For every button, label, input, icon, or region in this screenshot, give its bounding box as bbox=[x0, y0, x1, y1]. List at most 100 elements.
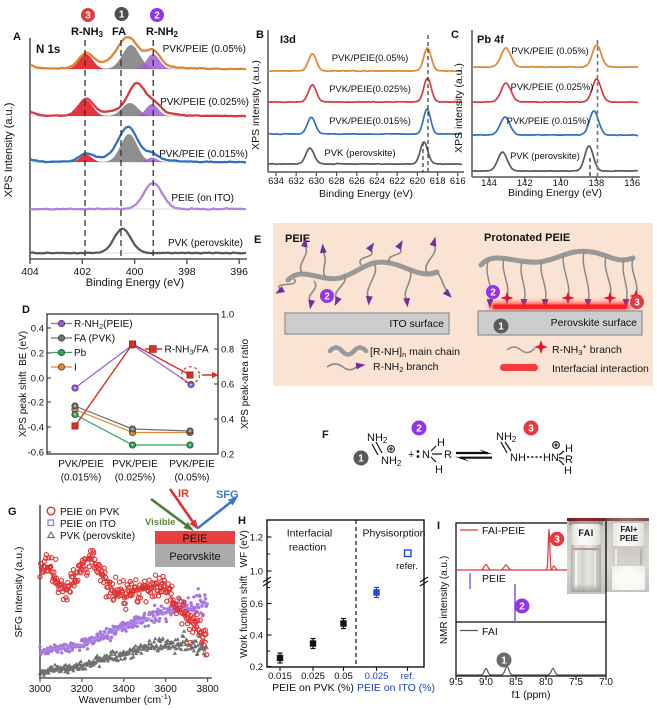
svg-text:ITO surface: ITO surface bbox=[389, 318, 444, 330]
svg-text:616: 616 bbox=[450, 176, 466, 187]
svg-text:NH2: NH2 bbox=[367, 432, 388, 445]
svg-text:NMR intensity (a.u.): NMR intensity (a.u.) bbox=[439, 556, 450, 644]
svg-text:PVK/PEIE (0.015%): PVK/PEIE (0.015%) bbox=[507, 116, 590, 126]
svg-text:0.4: 0.4 bbox=[250, 631, 263, 642]
svg-text:0.8: 0.8 bbox=[221, 345, 234, 356]
svg-text:Pb 4f: Pb 4f bbox=[477, 34, 504, 46]
svg-text:D: D bbox=[22, 304, 30, 316]
svg-text:(0.025%): (0.025%) bbox=[115, 473, 156, 484]
svg-text:A: A bbox=[13, 31, 21, 43]
svg-text:PVK/PEIE: PVK/PEIE bbox=[112, 459, 158, 470]
svg-text:PEIE on PVK: PEIE on PVK bbox=[60, 507, 120, 518]
svg-text:Work fucntion shift WF (eV): Work fucntion shift WF (eV) bbox=[239, 530, 250, 658]
svg-text:XPS intensity (a.u.): XPS intensity (a.u.) bbox=[453, 63, 465, 153]
svg-text:Visible: Visible bbox=[145, 517, 175, 528]
svg-text:PEIE on ITO (%): PEIE on ITO (%) bbox=[357, 682, 435, 694]
svg-text:9.5: 9.5 bbox=[449, 677, 463, 688]
svg-text:3000: 3000 bbox=[29, 684, 52, 695]
svg-text:628: 628 bbox=[329, 176, 345, 187]
svg-text:0.4: 0.4 bbox=[221, 415, 234, 426]
svg-text:NH2: NH2 bbox=[381, 455, 402, 468]
svg-text:0.0: 0.0 bbox=[31, 374, 44, 385]
svg-text:R-NH3/FA: R-NH3/FA bbox=[165, 345, 210, 357]
svg-text:1.2: 1.2 bbox=[250, 533, 263, 544]
svg-text:N 1s: N 1s bbox=[36, 44, 60, 56]
svg-text:3: 3 bbox=[634, 298, 640, 309]
svg-text:E: E bbox=[254, 234, 261, 246]
svg-text:PEIE on ITO: PEIE on ITO bbox=[60, 519, 116, 530]
svg-text:R-NH2(PEIE): R-NH2(PEIE) bbox=[74, 319, 133, 331]
svg-text:PVK/PEIE(0.05%): PVK/PEIE(0.05%) bbox=[332, 53, 409, 64]
svg-text:2: 2 bbox=[324, 292, 330, 303]
svg-text:Pb: Pb bbox=[74, 348, 87, 359]
svg-text:PEIE (on ITO): PEIE (on ITO) bbox=[171, 193, 234, 204]
svg-text:7.5: 7.5 bbox=[569, 677, 583, 688]
svg-text:626: 626 bbox=[349, 176, 365, 187]
svg-text:630: 630 bbox=[308, 176, 324, 187]
svg-text:9.0: 9.0 bbox=[479, 677, 493, 688]
svg-text:0.6: 0.6 bbox=[221, 380, 234, 391]
svg-text:PVK/PEIE (0.025%): PVK/PEIE (0.025%) bbox=[160, 97, 249, 108]
svg-text:H: H bbox=[238, 515, 246, 527]
svg-text:PVK/PEIE (0.05%): PVK/PEIE (0.05%) bbox=[511, 46, 589, 56]
svg-text:XPS Intensity (a.u.): XPS Intensity (a.u.) bbox=[3, 103, 15, 198]
svg-text:634: 634 bbox=[268, 176, 284, 187]
svg-text:B: B bbox=[256, 29, 264, 41]
svg-text:142: 142 bbox=[517, 178, 533, 189]
svg-text:[R-NH]n main chain: [R-NH]n main chain bbox=[370, 346, 460, 359]
svg-text:N: N bbox=[422, 449, 430, 461]
svg-text:Binding Energy (eV): Binding Energy (eV) bbox=[508, 187, 602, 199]
svg-text:NH2: NH2 bbox=[496, 431, 517, 444]
svg-text:FA (PVK): FA (PVK) bbox=[74, 334, 115, 345]
svg-text:H: H bbox=[565, 443, 573, 455]
svg-text:R: R bbox=[565, 454, 573, 466]
svg-text:3: 3 bbox=[85, 11, 91, 22]
svg-text:HN: HN bbox=[543, 452, 559, 464]
svg-text:PVK (perovskite): PVK (perovskite) bbox=[324, 148, 395, 159]
svg-text:IR: IR bbox=[178, 488, 189, 500]
svg-text:3200: 3200 bbox=[71, 684, 94, 695]
svg-text:refer.: refer. bbox=[396, 561, 418, 572]
svg-text:H: H bbox=[437, 437, 445, 449]
svg-text:R-NH2: R-NH2 bbox=[146, 26, 179, 39]
svg-text:F: F bbox=[322, 429, 329, 441]
svg-text:PVK (perovskite): PVK (perovskite) bbox=[510, 151, 580, 161]
svg-text:Peorvskite: Peorvskite bbox=[169, 551, 220, 563]
svg-text:PEIE: PEIE bbox=[482, 573, 506, 585]
svg-text:404: 404 bbox=[21, 266, 39, 278]
svg-text:PVK/PEIE: PVK/PEIE bbox=[169, 459, 215, 470]
svg-text:+: + bbox=[408, 449, 414, 461]
svg-text:H: H bbox=[435, 464, 443, 476]
svg-text:PEIE on PVK (%): PEIE on PVK (%) bbox=[272, 682, 354, 694]
svg-text:618: 618 bbox=[430, 176, 446, 187]
svg-text:f1 (ppm): f1 (ppm) bbox=[511, 689, 550, 701]
svg-text:I: I bbox=[74, 363, 77, 374]
svg-text:3: 3 bbox=[554, 535, 560, 546]
svg-text:H: H bbox=[564, 465, 572, 477]
svg-text:ref.: ref. bbox=[401, 671, 415, 682]
svg-text:FA: FA bbox=[112, 26, 126, 38]
svg-text:0.025: 0.025 bbox=[301, 671, 325, 682]
svg-text:PEIE: PEIE bbox=[182, 533, 207, 545]
svg-text:XPS peak shift BE (eV): XPS peak shift BE (eV) bbox=[18, 331, 29, 437]
svg-text:3600: 3600 bbox=[155, 684, 178, 695]
svg-text:PVK/PEIE (0.015%): PVK/PEIE (0.015%) bbox=[159, 149, 248, 160]
svg-text:Binding Energy (eV): Binding Energy (eV) bbox=[86, 277, 184, 289]
svg-text:R: R bbox=[444, 449, 452, 461]
svg-text:FAI-PEIE: FAI-PEIE bbox=[482, 525, 525, 537]
svg-text:8.0: 8.0 bbox=[539, 677, 553, 688]
svg-text:402: 402 bbox=[74, 266, 92, 278]
svg-text:632: 632 bbox=[288, 176, 304, 187]
svg-text:PVK/PEIE: PVK/PEIE bbox=[58, 459, 104, 470]
svg-text:3800: 3800 bbox=[196, 684, 219, 695]
svg-text:Physisorption: Physisorption bbox=[362, 528, 425, 540]
svg-text:PVK (perovskite): PVK (perovskite) bbox=[168, 238, 243, 249]
svg-text:R-NH3: R-NH3 bbox=[71, 26, 104, 39]
svg-text:PVK/PEIE (0.025%): PVK/PEIE (0.025%) bbox=[511, 82, 594, 92]
svg-text:1: 1 bbox=[498, 322, 504, 333]
svg-text:0.2: 0.2 bbox=[221, 450, 234, 461]
svg-text:Interfacial interaction: Interfacial interaction bbox=[552, 363, 649, 375]
svg-text:396: 396 bbox=[230, 266, 248, 278]
svg-text:SFG: SFG bbox=[216, 489, 239, 501]
svg-text:Binding Energy (eV): Binding Energy (eV) bbox=[319, 188, 413, 200]
